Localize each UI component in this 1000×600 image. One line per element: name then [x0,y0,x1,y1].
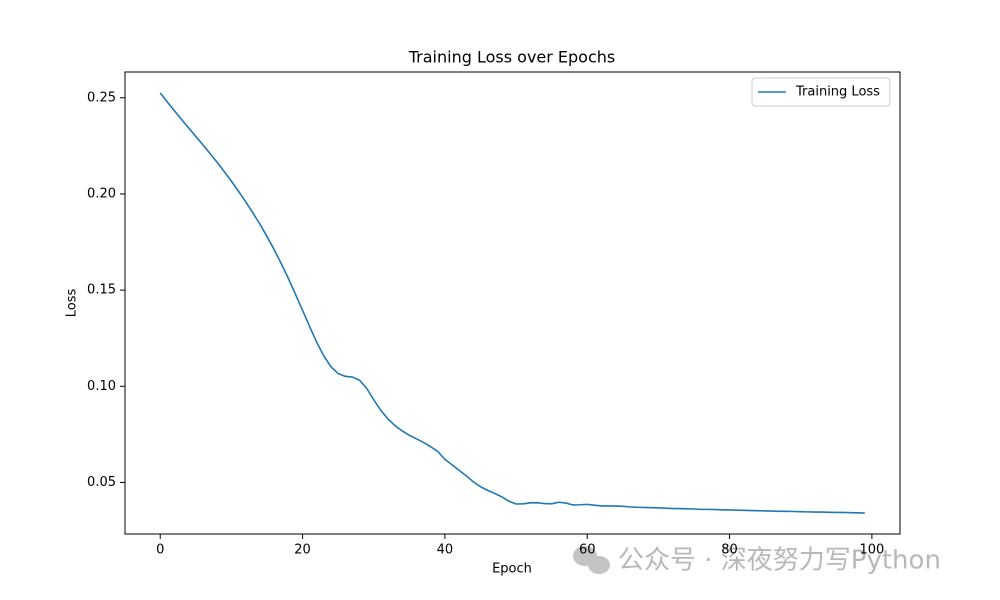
y-tick-label: 0.20 [87,186,116,201]
y-tick-label: 0.15 [87,283,116,298]
x-tick-label: 0 [156,543,164,558]
legend-box [751,77,891,107]
y-tick-label: 0.05 [87,475,116,490]
y-axis-label: Loss [65,289,80,318]
x-tick-label: 100 [859,543,884,558]
chart-title: Training Loss over Epochs [408,48,616,67]
watermark-icon [573,546,610,574]
watermark: 公众号 · 深夜努力写Python [618,546,941,576]
x-axis-label: Epoch [492,562,532,577]
legend-label: Training Loss [795,85,880,100]
x-tick-label: 60 [579,543,596,558]
x-tick-label: 80 [721,543,738,558]
x-tick-label: 20 [294,543,311,558]
data-line [159,92,865,514]
y-tick-label: 0.25 [87,90,116,105]
x-tick-label: 40 [437,543,454,558]
plot-frame [124,71,901,535]
y-tick-label: 0.10 [87,379,116,394]
legend: Training Loss [751,77,891,107]
